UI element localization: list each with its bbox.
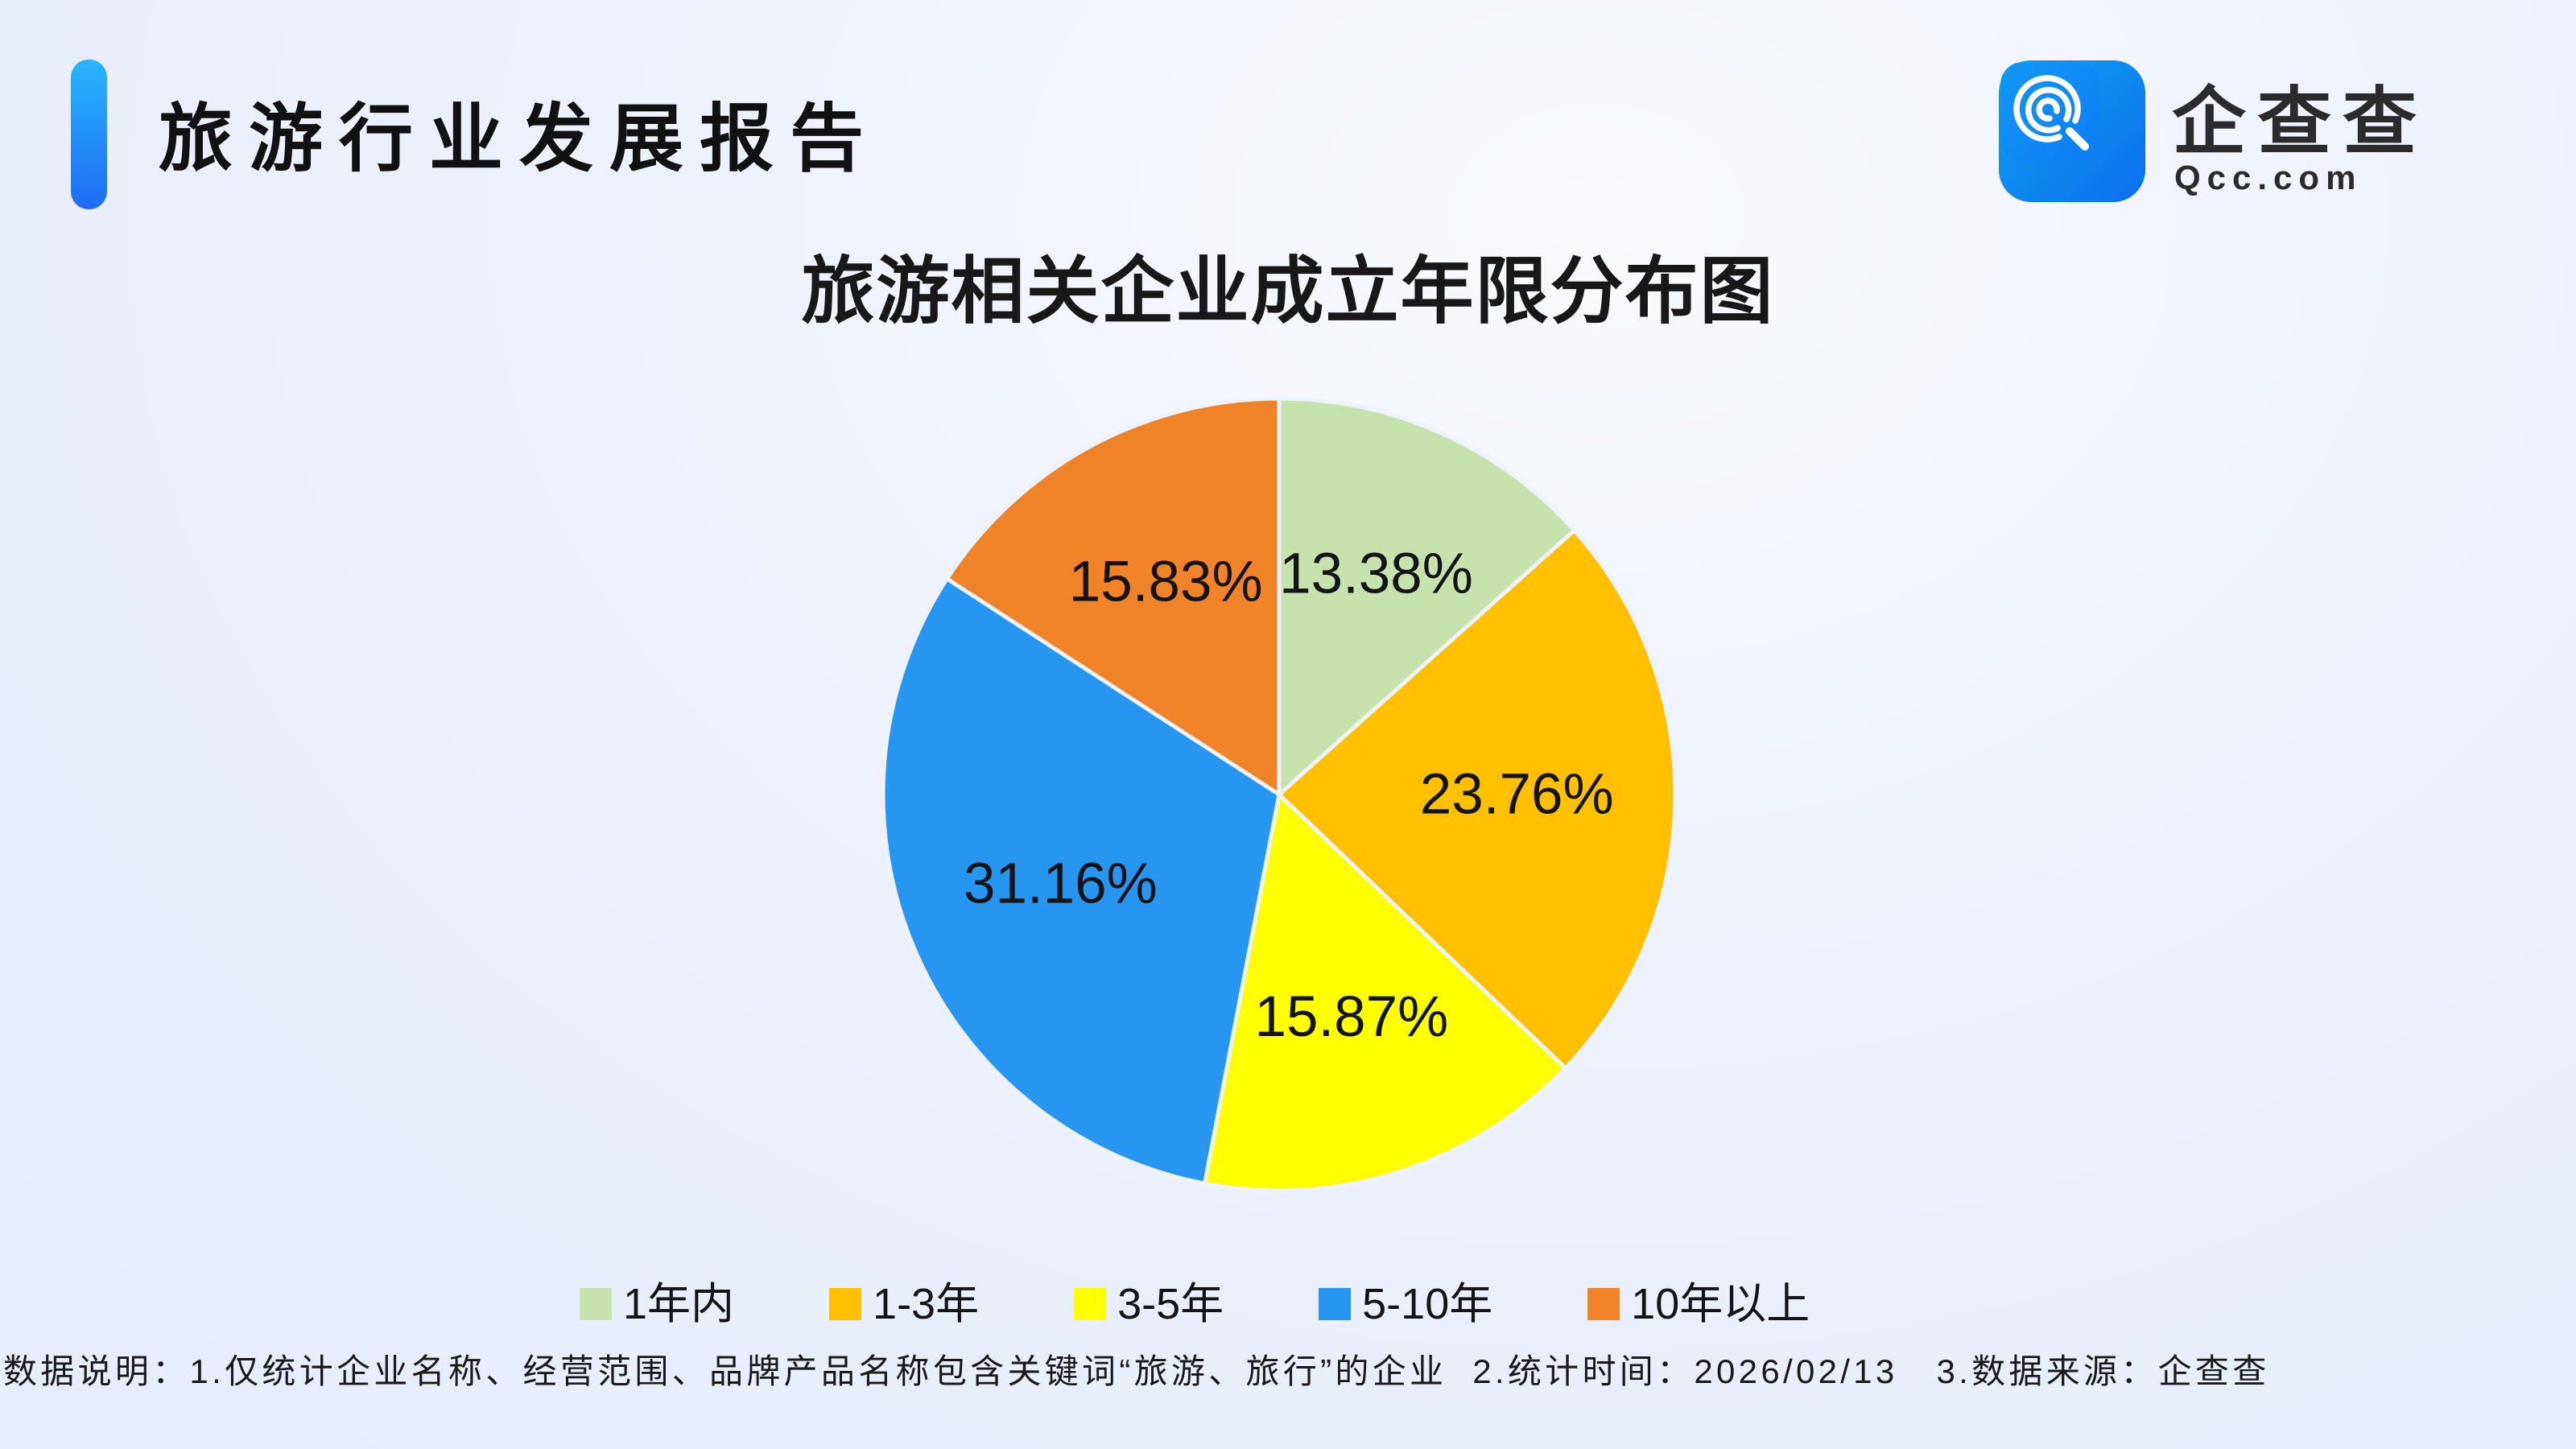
svg-text:31.16%: 31.16% [964, 852, 1158, 915]
svg-text:15.83%: 15.83% [1069, 550, 1263, 613]
svg-text:23.76%: 23.76% [1420, 763, 1614, 827]
svg-text:13.38%: 13.38% [1279, 542, 1473, 605]
svg-text:15.87%: 15.87% [1254, 985, 1448, 1049]
